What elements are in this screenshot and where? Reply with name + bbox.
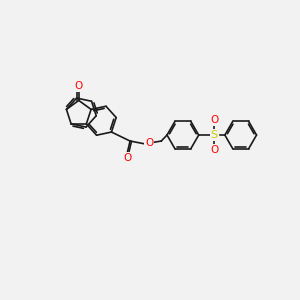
- Text: O: O: [123, 153, 131, 163]
- Text: O: O: [75, 81, 83, 91]
- Text: O: O: [210, 115, 218, 125]
- Text: O: O: [145, 137, 153, 148]
- Text: S: S: [211, 130, 218, 140]
- Text: O: O: [210, 145, 218, 155]
